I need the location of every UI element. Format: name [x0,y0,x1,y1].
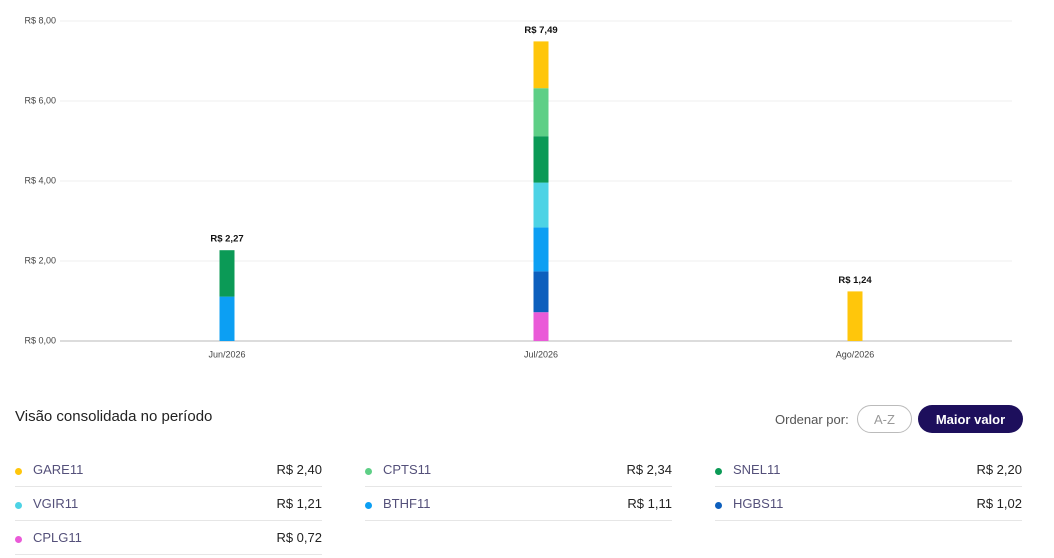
legend-dot [365,502,372,509]
summary-item: HGBS11 R$ 1,02 [715,488,1022,521]
item-value: R$ 2,40 [276,462,322,477]
item-value: R$ 2,20 [976,462,1022,477]
legend-dot [15,536,22,543]
bar-segment [533,182,549,228]
y-tick-label: R$ 2,00 [24,255,56,265]
item-name: BTHF11 [383,496,431,511]
total-label: R$ 2,27 [210,234,243,245]
summary-item: GARE11 R$ 2,40 [15,454,322,487]
bar-segment [533,88,549,137]
total-label: R$ 7,49 [524,25,557,36]
summary-item: BTHF11 R$ 1,11 [365,488,672,521]
y-tick-label: R$ 0,00 [24,335,56,345]
bar-segment [219,296,235,341]
x-tick-label: Ago/2026 [836,349,875,359]
total-label: R$ 1,24 [838,275,872,286]
bar-segment [847,291,863,341]
summary-item: CPTS11 R$ 2,34 [365,454,672,487]
summary-item: CPLG11 R$ 0,72 [15,522,322,555]
x-tick-label: Jul/2026 [524,349,558,359]
item-name: VGIR11 [33,496,79,511]
item-value: R$ 1,11 [627,496,672,511]
y-tick-label: R$ 6,00 [24,95,56,105]
item-value: R$ 0,72 [276,530,322,545]
item-value: R$ 1,02 [976,496,1022,511]
chart: R$ 0,00 R$ 2,00 R$ 4,00 R$ 6,00 R$ 8,00 Jun/2… [24,15,1012,359]
summary-item: VGIR11 R$ 1,21 [15,488,322,521]
summary-item: SNEL11 R$ 2,20 [715,454,1022,487]
legend-dot [15,468,22,475]
legend-dot [15,502,22,509]
item-name: HGBS11 [733,496,784,511]
x-tick-label: Jun/2026 [208,349,245,359]
bar-segment [533,227,549,272]
item-value: R$ 2,34 [626,462,672,477]
bar-segment [533,136,549,183]
item-name: SNEL11 [733,462,781,477]
bar-segment [533,41,549,89]
item-name: CPLG11 [33,530,82,545]
legend-dot [715,502,722,509]
sort-button[interactable]: A-Z [857,405,912,433]
legend-dot [365,468,372,475]
legend-dot [715,468,722,475]
item-name: GARE11 [33,462,84,477]
section-title: Visão consolidada no período [15,408,213,425]
sort-label: Ordenar por: [775,412,849,427]
item-value: R$ 1,21 [276,496,322,511]
bar-segment [219,250,235,297]
item-name: CPTS11 [383,462,432,477]
y-tick-label: R$ 4,00 [24,175,56,185]
sort-button[interactable]: Maior valor [918,405,1023,433]
bar-segment [533,312,549,341]
y-tick-label: R$ 8,00 [24,15,56,25]
bar-segment [533,271,549,313]
